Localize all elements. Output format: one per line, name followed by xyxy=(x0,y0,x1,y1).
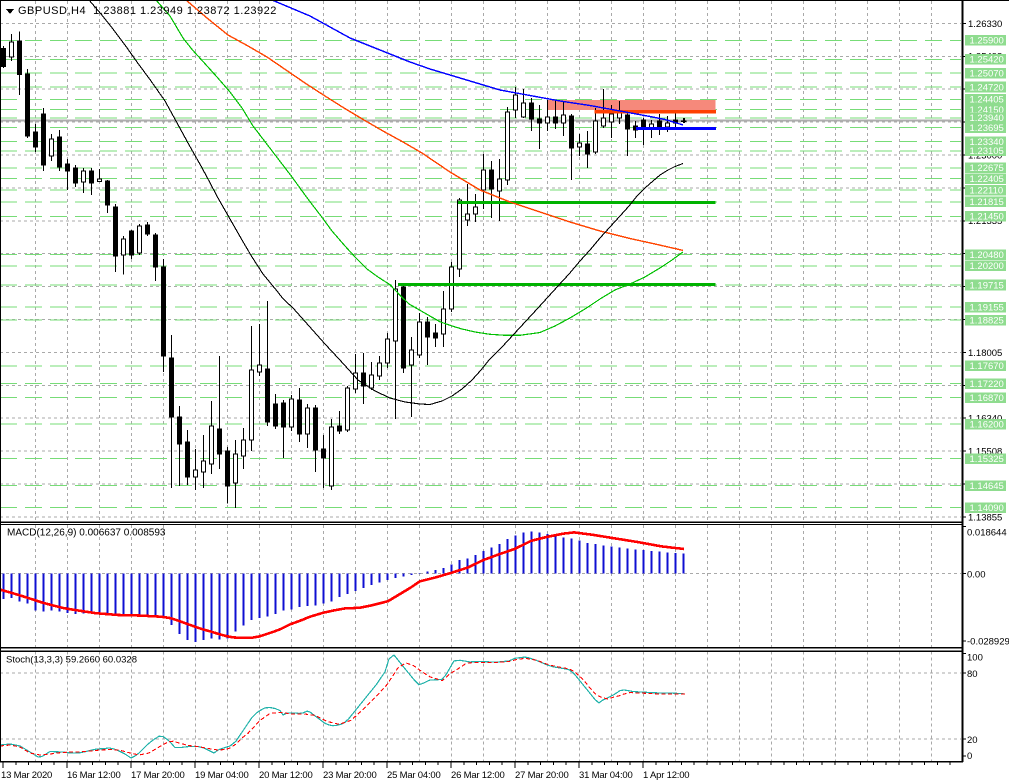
svg-text:1.23340: 1.23340 xyxy=(970,137,1004,148)
svg-text:1.25420: 1.25420 xyxy=(970,55,1004,66)
svg-text:1.18825: 1.18825 xyxy=(970,316,1004,327)
svg-text:1.17220: 1.17220 xyxy=(970,379,1004,390)
svg-text:1.24405: 1.24405 xyxy=(970,95,1004,106)
svg-text:31 Mar 04:00: 31 Mar 04:00 xyxy=(579,770,633,781)
svg-text:13 Mar 2020: 13 Mar 2020 xyxy=(1,770,52,781)
svg-text:1.23940: 1.23940 xyxy=(970,113,1004,124)
svg-text:17 Mar 20:00: 17 Mar 20:00 xyxy=(131,770,185,781)
svg-text:1.20480: 1.20480 xyxy=(970,250,1004,261)
svg-text:1.21450: 1.21450 xyxy=(970,212,1004,223)
svg-text:1.22110: 1.22110 xyxy=(970,186,1004,197)
svg-text:Stoch(13,3,3) 59.2660 60.0328: Stoch(13,3,3) 59.2660 60.0328 xyxy=(6,655,137,666)
svg-text:19 Mar 04:00: 19 Mar 04:00 xyxy=(195,770,249,781)
svg-text:1.23695: 1.23695 xyxy=(970,123,1004,134)
svg-text:1.25070: 1.25070 xyxy=(970,69,1004,80)
svg-text:1.16870: 1.16870 xyxy=(970,393,1004,404)
svg-text:27 Mar 20:00: 27 Mar 20:00 xyxy=(515,770,569,781)
svg-text:20 Mar 12:00: 20 Mar 12:00 xyxy=(259,770,313,781)
svg-text:GBPUSD,H4 1.23881 1.23949 1.2: GBPUSD,H4 1.23881 1.23949 1.23872 1.2392… xyxy=(18,5,277,17)
svg-text:1.15508: 1.15508 xyxy=(968,447,1002,458)
svg-text:1.19715: 1.19715 xyxy=(970,280,1004,291)
svg-text:MACD(12,26,9) 0.006637 0.00859: MACD(12,26,9) 0.006637 0.008593 xyxy=(7,528,166,539)
svg-text:23 Mar 20:00: 23 Mar 20:00 xyxy=(323,770,377,781)
svg-text:-0.028929: -0.028929 xyxy=(967,636,1009,647)
svg-text:1.22675: 1.22675 xyxy=(970,163,1004,174)
svg-text:1.26330: 1.26330 xyxy=(968,19,1002,30)
svg-text:25 Mar 04:00: 25 Mar 04:00 xyxy=(387,770,441,781)
svg-text:1.14645: 1.14645 xyxy=(970,481,1004,492)
svg-text:16 Mar 12:00: 16 Mar 12:00 xyxy=(67,770,121,781)
svg-text:80: 80 xyxy=(967,669,978,680)
svg-text:1.15325: 1.15325 xyxy=(970,454,1004,465)
svg-text:1 Apr 12:00: 1 Apr 12:00 xyxy=(643,770,689,781)
svg-text:1.24150: 1.24150 xyxy=(970,105,1004,116)
svg-text:1.22405: 1.22405 xyxy=(970,174,1004,185)
svg-text:1.21815: 1.21815 xyxy=(970,197,1004,208)
svg-text:1.14090: 1.14090 xyxy=(970,503,1004,514)
svg-text:1.19155: 1.19155 xyxy=(970,303,1004,314)
svg-text:100: 100 xyxy=(967,652,983,663)
svg-text:0: 0 xyxy=(967,751,972,762)
svg-text:1.13855: 1.13855 xyxy=(968,512,1002,523)
svg-text:1.23105: 1.23105 xyxy=(970,146,1004,157)
svg-text:1.16200: 1.16200 xyxy=(970,419,1004,430)
svg-text:1.18005: 1.18005 xyxy=(968,348,1002,359)
svg-text:26 Mar 12:00: 26 Mar 12:00 xyxy=(451,770,505,781)
svg-text:0.00: 0.00 xyxy=(967,569,986,580)
svg-text:1.20200: 1.20200 xyxy=(970,261,1004,272)
svg-text:1.24720: 1.24720 xyxy=(970,82,1004,93)
svg-text:1.25900: 1.25900 xyxy=(970,36,1004,47)
svg-text:20: 20 xyxy=(967,735,978,746)
svg-text:0.018644: 0.018644 xyxy=(967,527,1007,538)
svg-text:1.17670: 1.17670 xyxy=(970,361,1004,372)
